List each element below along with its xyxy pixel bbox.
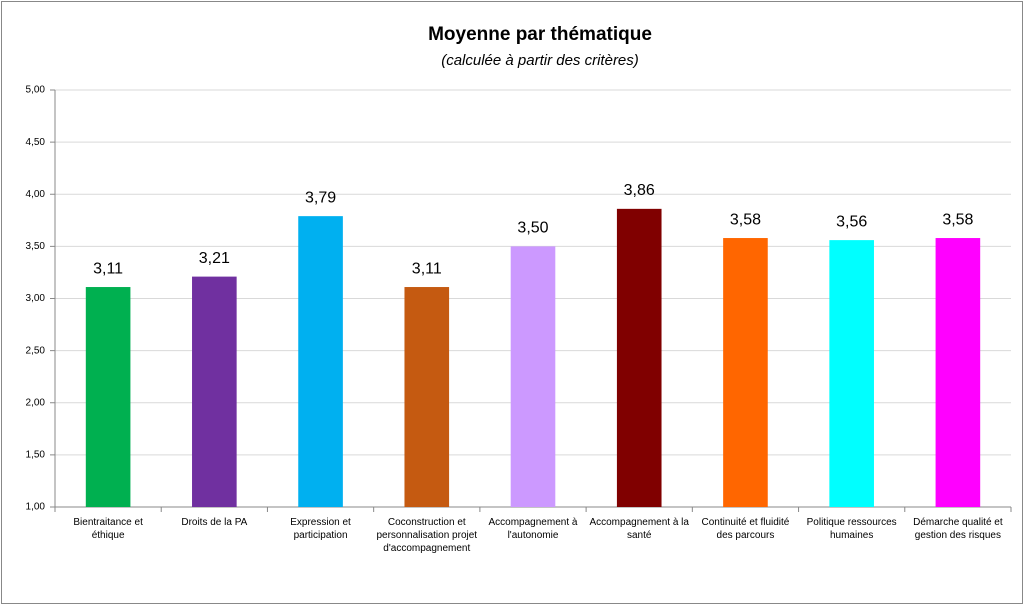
y-tick-label: 3,00: [26, 293, 46, 304]
bar: [616, 208, 662, 507]
x-tick-label: Accompagnement à la santé: [589, 517, 689, 541]
x-tick-label: Continuité et fluidité des parcours: [701, 517, 790, 541]
bar: [935, 238, 981, 507]
value-label: 3,79: [305, 189, 336, 206]
bar: [723, 238, 768, 507]
x-tick-label: Accompagnement à l'autonomie: [488, 517, 578, 541]
value-label: 3,21: [199, 250, 230, 267]
x-tick-label: Démarche qualité et gestion des risques: [913, 517, 1003, 541]
x-tick-label: Bientraitance et éthique: [73, 517, 143, 541]
value-label: 3,86: [624, 182, 655, 199]
x-tick-label: Expression et participation: [290, 517, 351, 541]
value-label: 3,11: [412, 260, 442, 277]
chart-subtitle: (calculée à partir des critères): [441, 52, 639, 69]
value-label: 3,56: [836, 213, 867, 230]
value-label: 3,58: [730, 211, 761, 228]
x-tick-label: Droits de la PA: [181, 517, 248, 528]
bar: [510, 246, 556, 507]
y-tick-label: 5,00: [26, 85, 46, 96]
x-tick-label: Politique ressources humaines: [806, 517, 897, 541]
chart-title: Moyenne par thématique: [428, 24, 652, 45]
y-tick-label: 1,00: [26, 502, 46, 513]
bar: [829, 240, 874, 507]
bar: [404, 287, 450, 507]
y-tick-label: 4,50: [26, 137, 46, 148]
y-tick-label: 2,50: [26, 345, 46, 356]
bar: [192, 276, 237, 507]
y-tick-label: 2,00: [26, 397, 46, 408]
bar: [298, 216, 343, 507]
value-label: 3,58: [942, 211, 973, 228]
y-tick-label: 3,50: [26, 241, 46, 252]
x-tick-label: Coconstruction et personnalisation proje…: [376, 517, 478, 554]
bar: [85, 287, 131, 507]
value-label: 3,50: [517, 220, 548, 237]
y-tick-label: 4,00: [26, 189, 46, 200]
value-label: 3,11: [93, 260, 123, 277]
y-tick-label: 1,50: [26, 450, 46, 461]
